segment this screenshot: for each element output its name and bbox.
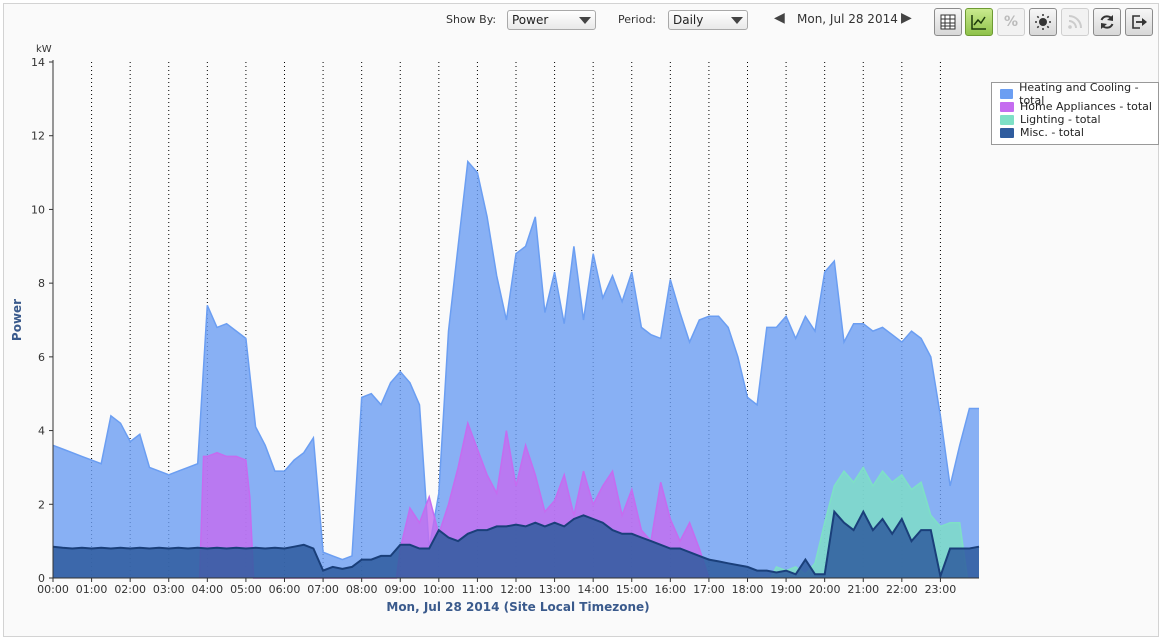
weather-button[interactable] <box>1029 8 1057 36</box>
refresh-icon <box>1100 15 1114 29</box>
x-tick-label: 09:00 <box>384 583 416 596</box>
x-tick-label: 19:00 <box>770 583 802 596</box>
y-tick-label: 0 <box>38 572 45 585</box>
y-tick-label: 6 <box>38 351 45 364</box>
x-tick-label: 14:00 <box>577 583 609 596</box>
chevron-down-icon <box>731 17 743 24</box>
x-tick-label: 05:00 <box>230 583 262 596</box>
legend-label: Home Appliances - total <box>1020 100 1152 113</box>
y-unit-label: kW <box>36 44 52 55</box>
refresh-button[interactable] <box>1093 8 1121 36</box>
legend-item-misc[interactable]: Misc. - total <box>1000 126 1158 139</box>
x-tick-label: 00:00 <box>37 583 69 596</box>
legend-label: Heating and Cooling - total <box>1019 80 1139 107</box>
x-tick-label: 02:00 <box>114 583 146 596</box>
x-tick-label: 13:00 <box>539 583 571 596</box>
series-line-0 <box>52 159 979 561</box>
x-tick-label: 12:00 <box>500 583 532 596</box>
prev-date-button[interactable]: ◀ <box>774 10 785 26</box>
axes: 0 2 4 6 8 10 12 14 00:00 01:00 02:00 03:00 04:00 05:0… <box>31 56 979 596</box>
period-label: Period: <box>618 13 657 26</box>
legend-item-heating[interactable]: Heating and Cooling - total <box>1000 81 1158 107</box>
export-button[interactable] <box>1125 8 1153 36</box>
x-tick-label: 22:00 <box>886 583 918 596</box>
date-label: Mon, Jul 28 2014 <box>797 12 898 26</box>
table-icon <box>940 14 956 30</box>
y-tick-label: 10 <box>31 203 45 216</box>
y-tick-label: 4 <box>38 425 45 438</box>
x-tick-label: 20:00 <box>809 583 841 596</box>
next-date-button[interactable]: ▶ <box>901 10 912 26</box>
table-view-button[interactable] <box>934 8 962 36</box>
x-tick-label: 07:00 <box>307 583 339 596</box>
period-value: Daily <box>673 13 704 27</box>
show-by-label: Show By: <box>446 13 497 26</box>
x-tick-label: 23:00 <box>925 583 957 596</box>
x-tick-label: 18:00 <box>732 583 764 596</box>
series-line-1 <box>198 420 710 579</box>
x-tick-label: 01:00 <box>76 583 108 596</box>
legend-swatch <box>1000 127 1014 138</box>
series-area-3 <box>53 511 979 578</box>
show-by-value: Power <box>512 13 549 27</box>
legend-swatch <box>1000 101 1014 112</box>
legend-swatch <box>1000 88 1014 99</box>
legend[interactable]: Heating and Cooling - total Home Applian… <box>991 81 1159 145</box>
legend-swatch <box>1000 114 1014 125</box>
series-area-0 <box>53 161 979 578</box>
y-tick-label: 14 <box>31 56 45 69</box>
x-tick-label: 04:00 <box>191 583 223 596</box>
series-line-3 <box>52 509 980 580</box>
x-tick-label: 08:00 <box>346 583 378 596</box>
x-tick-label: 11:00 <box>462 583 494 596</box>
legend-label: Misc. - total <box>1020 126 1084 139</box>
legend-item-lighting[interactable]: Lighting - total <box>1000 113 1158 126</box>
x-axis-title: Mon, Jul 28 2014 (Site Local Timezone) <box>386 600 649 614</box>
feed-icon <box>1068 15 1082 29</box>
show-by-select[interactable]: Power <box>507 10 596 30</box>
x-tick-label: 10:00 <box>423 583 455 596</box>
y-axis-title: Power <box>10 299 24 341</box>
x-tick-label: 17:00 <box>693 583 725 596</box>
percent-icon: % <box>1003 14 1019 30</box>
chart-view-button[interactable] <box>965 8 993 36</box>
x-tick-label: 03:00 <box>153 583 185 596</box>
percent-button[interactable]: % <box>997 8 1025 36</box>
line-chart-icon <box>971 15 986 30</box>
x-tick-label: 21:00 <box>847 583 879 596</box>
period-select[interactable]: Daily <box>668 10 748 30</box>
series-areas <box>52 159 980 580</box>
export-icon <box>1132 15 1147 29</box>
y-tick-label: 12 <box>31 130 45 143</box>
legend-item-appliances[interactable]: Home Appliances - total <box>1000 100 1158 113</box>
y-tick-label: 2 <box>38 498 45 511</box>
weather-icon <box>1035 14 1051 30</box>
feed-button[interactable] <box>1061 8 1089 36</box>
x-tick-label: 06:00 <box>269 583 301 596</box>
x-tick-label: 15:00 <box>616 583 648 596</box>
legend-label: Lighting - total <box>1020 113 1101 126</box>
x-tick-label: 16:00 <box>654 583 686 596</box>
y-tick-label: 8 <box>38 277 45 290</box>
chevron-down-icon <box>579 17 591 24</box>
